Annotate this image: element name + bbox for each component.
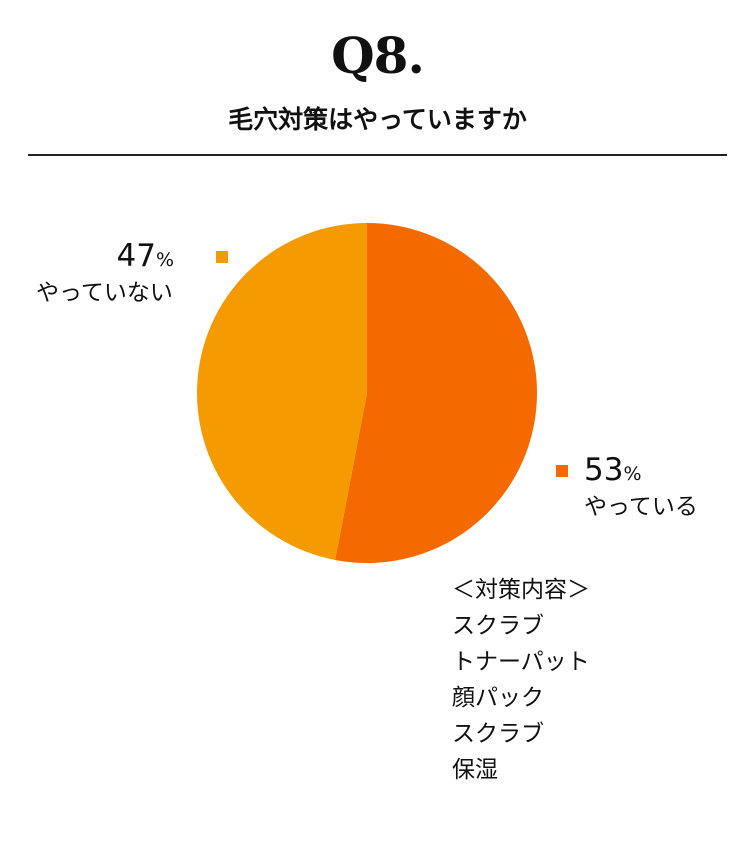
divider [28,154,727,156]
percent-value-yes: 53 [584,452,624,488]
legend-label-no: やっていない [36,280,173,306]
legend-swatch-no [216,251,228,263]
measure-item: 顔パック [452,685,544,711]
legend-yes: 53% やっている [556,452,698,522]
legend-no: 47% やっていない [36,238,228,308]
percent-unit-no: % [155,249,174,271]
legend-label-yes: やっている [584,494,698,520]
measure-item: 保湿 [452,757,498,783]
percent-unit-yes: % [623,463,642,485]
measure-item: スクラブ [452,721,544,747]
question-number: Q8. [331,26,425,85]
legend-swatch-yes [556,465,568,477]
question-text: 毛穴対策はやっていますか [228,105,527,134]
percent-value-no: 47 [116,238,156,274]
measures-list: ＜対策内容＞ スクラブ トナーパット 顔パック スクラブ 保湿 [452,572,590,788]
measures-heading: ＜対策内容＞ [452,577,590,603]
legend-percent-yes: 53% [556,452,698,492]
pie-slice-yes [335,223,537,563]
measure-item: トナーパット [452,649,590,675]
legend-percent-no: 47% [36,238,204,278]
pie-slice-no [196,223,367,560]
measure-item: スクラブ [452,613,544,639]
